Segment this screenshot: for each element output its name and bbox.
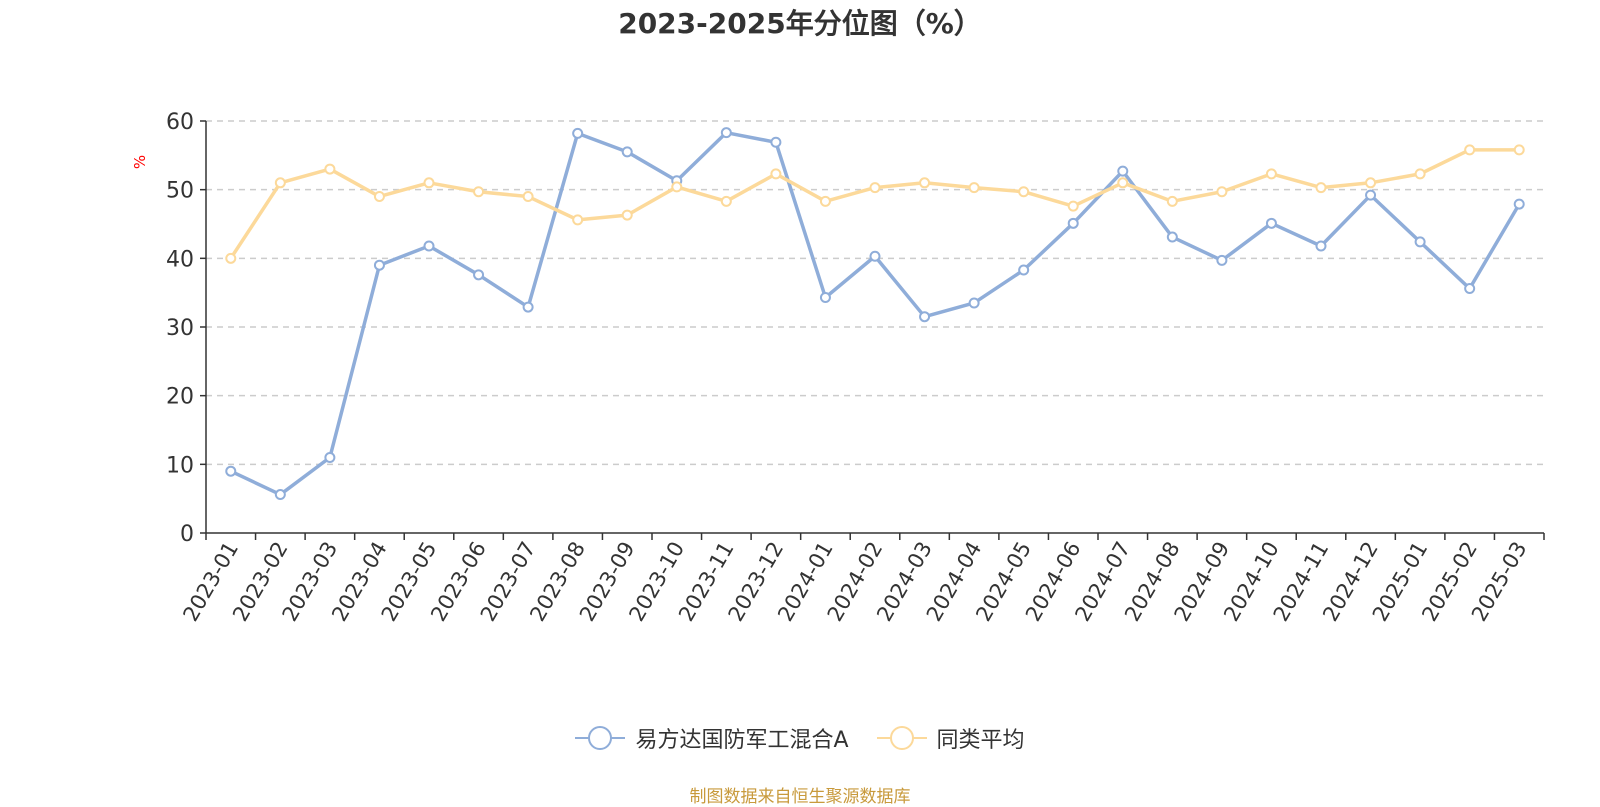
- data-point-1-2025-03: [1513, 144, 1525, 156]
- y-tick-label-50: 50: [166, 179, 194, 204]
- data-point-1-2024-09: [1216, 186, 1228, 198]
- data-point-0-2025-01: [1414, 236, 1426, 248]
- data-point-0-2024-04: [968, 297, 980, 309]
- legend-marker-fund: [575, 726, 626, 750]
- legend-label-fund: 易方达国防军工混合A: [635, 728, 849, 753]
- data-point-1-2025-01: [1414, 168, 1426, 180]
- data-point-0-2023-04: [373, 259, 385, 271]
- data-point-0-2024-09: [1216, 254, 1228, 266]
- data-point-0-2023-09: [621, 146, 633, 158]
- y-tick-label-60: 60: [166, 110, 194, 135]
- data-point-1-2023-11: [720, 195, 732, 207]
- grid-lines: [206, 120, 1544, 466]
- data-point-1-2023-12: [770, 168, 782, 180]
- data-point-1-2024-05: [1018, 186, 1030, 198]
- data-point-0-2023-12: [770, 136, 782, 148]
- data-point-1-2023-05: [423, 177, 435, 189]
- data-point-1-2024-12: [1365, 177, 1377, 189]
- data-point-0-2024-01: [819, 291, 831, 303]
- data-point-1-2024-10: [1265, 168, 1277, 180]
- data-point-1-2023-08: [572, 214, 584, 226]
- data-point-1-2024-03: [919, 177, 931, 189]
- data-point-1-2023-04: [373, 191, 385, 203]
- data-point-0-2023-03: [324, 451, 336, 463]
- data-point-0-2023-06: [473, 269, 485, 281]
- data-point-0-2023-07: [522, 301, 534, 313]
- y-tick-label-40: 40: [166, 247, 194, 272]
- data-point-0-2024-05: [1018, 264, 1030, 276]
- data-point-1-2024-04: [968, 182, 980, 194]
- data-point-1-2023-02: [274, 177, 286, 189]
- data-point-0-2024-02: [869, 250, 881, 262]
- data-point-0-2024-03: [919, 311, 931, 323]
- data-point-0-2024-10: [1265, 217, 1277, 229]
- data-point-0-2025-03: [1513, 198, 1525, 210]
- y-tick-label-30: 30: [166, 316, 194, 341]
- data-point-0-2023-01: [225, 465, 237, 477]
- y-tick-label-10: 10: [166, 453, 194, 478]
- data-point-0-2023-08: [572, 127, 584, 139]
- data-point-0-2024-08: [1166, 231, 1178, 243]
- data-point-1-2024-06: [1067, 200, 1079, 212]
- data-point-1-2025-02: [1464, 144, 1476, 156]
- y-axis-label: %: [131, 155, 149, 169]
- data-point-1-2023-01: [225, 252, 237, 264]
- data-point-1-2024-01: [819, 195, 831, 207]
- data-point-0-2023-05: [423, 240, 435, 252]
- legend-item-fund[interactable]: 易方达国防军工混合A: [575, 722, 849, 754]
- legend-label-category-average: 同类平均: [936, 728, 1025, 753]
- y-tick-label-0: 0: [180, 522, 194, 547]
- data-point-1-2024-11: [1315, 182, 1327, 194]
- line-chart: 01020304050602023-012023-022023-032023-0…: [131, 110, 1545, 625]
- data-point-0-2023-11: [720, 127, 732, 139]
- data-point-1-2024-07: [1117, 177, 1129, 189]
- data-point-1-2023-09: [621, 209, 633, 221]
- data-point-0-2024-12: [1365, 189, 1377, 201]
- legend: 易方达国防军工混合A 同类平均: [0, 722, 1600, 754]
- legend-marker-category-average: [876, 726, 927, 750]
- series-lines: [225, 127, 1525, 501]
- data-point-0-2025-02: [1464, 283, 1476, 295]
- data-point-0-2023-02: [274, 489, 286, 501]
- chart-title: 2023-2025年分位图（%）: [618, 7, 982, 40]
- data-source-note: 制图数据来自恒生聚源数据库: [689, 787, 911, 807]
- data-point-1-2023-03: [324, 163, 336, 175]
- data-point-1-2023-10: [671, 181, 683, 193]
- data-point-1-2023-07: [522, 191, 534, 203]
- data-point-1-2024-02: [869, 182, 881, 194]
- data-point-0-2024-11: [1315, 240, 1327, 252]
- legend-item-category-average[interactable]: 同类平均: [876, 722, 1025, 754]
- data-point-1-2024-08: [1166, 195, 1178, 207]
- y-tick-label-20: 20: [166, 385, 194, 410]
- data-point-0-2024-07: [1117, 165, 1129, 177]
- data-point-1-2023-06: [473, 186, 485, 198]
- data-point-0-2024-06: [1067, 217, 1079, 229]
